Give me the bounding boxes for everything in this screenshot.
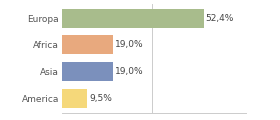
Bar bbox=[62, 9, 204, 28]
Bar bbox=[62, 62, 113, 81]
Text: 19,0%: 19,0% bbox=[115, 40, 143, 49]
Bar bbox=[62, 35, 113, 54]
Bar bbox=[62, 89, 87, 108]
Text: 19,0%: 19,0% bbox=[115, 67, 143, 76]
Text: 9,5%: 9,5% bbox=[89, 94, 112, 103]
Text: 52,4%: 52,4% bbox=[206, 14, 234, 23]
